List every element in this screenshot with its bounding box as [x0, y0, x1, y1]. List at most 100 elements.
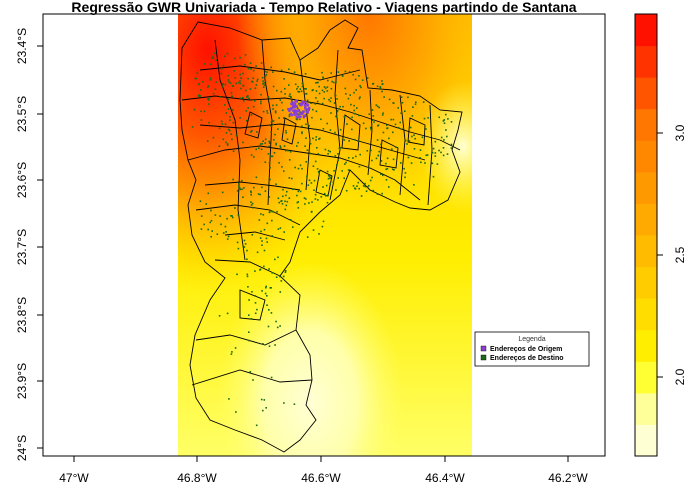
destination-point: [230, 133, 233, 135]
destination-point: [209, 78, 212, 81]
destination-point: [209, 63, 212, 66]
destination-point: [391, 168, 394, 171]
destination-point: [339, 128, 342, 131]
destination-point: [399, 121, 401, 124]
destination-point: [238, 185, 240, 187]
destination-point: [286, 200, 289, 203]
destination-point: [231, 351, 233, 353]
destination-point: [344, 70, 347, 73]
destination-point: [284, 208, 287, 211]
color-scale-label: 3.0: [673, 124, 687, 141]
destination-point: [262, 86, 265, 88]
destination-point: [406, 143, 408, 145]
destination-point: [306, 175, 308, 178]
destination-point: [329, 182, 331, 185]
destination-point: [289, 151, 292, 153]
destination-point: [220, 72, 223, 75]
destination-point: [272, 71, 274, 73]
destination-point: [436, 163, 439, 165]
destination-point: [304, 73, 307, 75]
destination-point: [330, 72, 332, 74]
destination-point: [235, 82, 238, 85]
destination-point: [262, 343, 264, 345]
destination-point: [236, 273, 238, 276]
destination-point: [265, 407, 267, 409]
destination-point: [425, 154, 428, 157]
destination-point: [338, 108, 340, 110]
destination-point: [353, 112, 356, 115]
destination-point: [322, 220, 325, 223]
color-scale-band: [635, 329, 657, 362]
destination-point: [421, 136, 424, 139]
destination-point: [289, 93, 291, 95]
destination-point: [324, 87, 327, 90]
destination-point: [355, 155, 357, 158]
destination-point: [364, 185, 367, 188]
destination-point: [230, 353, 233, 355]
destination-point: [215, 81, 217, 84]
destination-point: [284, 270, 287, 272]
destination-point: [338, 147, 341, 150]
destination-point: [326, 86, 329, 88]
destination-point: [409, 126, 412, 129]
destination-point: [310, 182, 313, 184]
destination-point: [268, 142, 271, 144]
destination-point: [299, 111, 302, 114]
origin-point: [297, 109, 300, 113]
destination-point: [348, 71, 351, 73]
destination-point: [274, 344, 276, 346]
destination-point: [296, 145, 298, 147]
destination-point: [352, 157, 354, 159]
heat-surface: [178, 14, 472, 456]
destination-point: [287, 149, 289, 152]
destination-point: [381, 192, 383, 195]
destination-point: [203, 223, 205, 226]
destination-point: [327, 174, 330, 177]
destination-point: [255, 65, 257, 67]
destination-point: [242, 84, 244, 87]
destination-point: [276, 210, 278, 213]
destination-point: [266, 241, 268, 243]
destination-point: [354, 78, 357, 81]
destination-point: [400, 96, 403, 98]
destination-point: [388, 186, 390, 188]
destination-point: [431, 162, 434, 165]
destination-point: [264, 138, 267, 141]
destination-point: [295, 118, 298, 120]
destination-point: [288, 115, 291, 118]
destination-point: [381, 90, 383, 93]
destination-point: [195, 77, 198, 80]
destination-point: [223, 104, 226, 106]
color-scale-frame: [634, 13, 658, 457]
destination-point: [392, 118, 395, 121]
destination-point: [259, 193, 261, 196]
destination-point: [286, 138, 289, 140]
destination-point: [255, 424, 258, 427]
destination-point: [337, 71, 340, 73]
destination-point: [203, 110, 206, 113]
destination-point: [279, 325, 281, 327]
destination-point: [385, 162, 387, 165]
y-tick-label: 23.8°S: [15, 297, 29, 333]
destination-point: [427, 117, 429, 119]
destination-point: [404, 176, 406, 179]
destination-point: [283, 145, 286, 147]
destination-point: [268, 268, 270, 270]
destination-point: [371, 176, 373, 179]
destination-point: [225, 231, 227, 233]
destination-point: [244, 54, 247, 56]
origin-point: [293, 113, 296, 116]
x-tick-label: 46.4°W: [425, 471, 465, 485]
y-tick-label: 23.9°S: [15, 363, 29, 399]
origin-points: [287, 99, 311, 119]
destination-point: [328, 98, 330, 101]
destination-point: [392, 131, 394, 134]
destination-point: [371, 123, 373, 125]
origin-point: [299, 103, 302, 107]
destination-point: [231, 138, 233, 141]
destination-point: [268, 345, 271, 347]
destination-point: [285, 204, 288, 207]
destination-point: [266, 112, 269, 114]
destination-point: [414, 103, 417, 105]
destination-point: [359, 96, 361, 98]
